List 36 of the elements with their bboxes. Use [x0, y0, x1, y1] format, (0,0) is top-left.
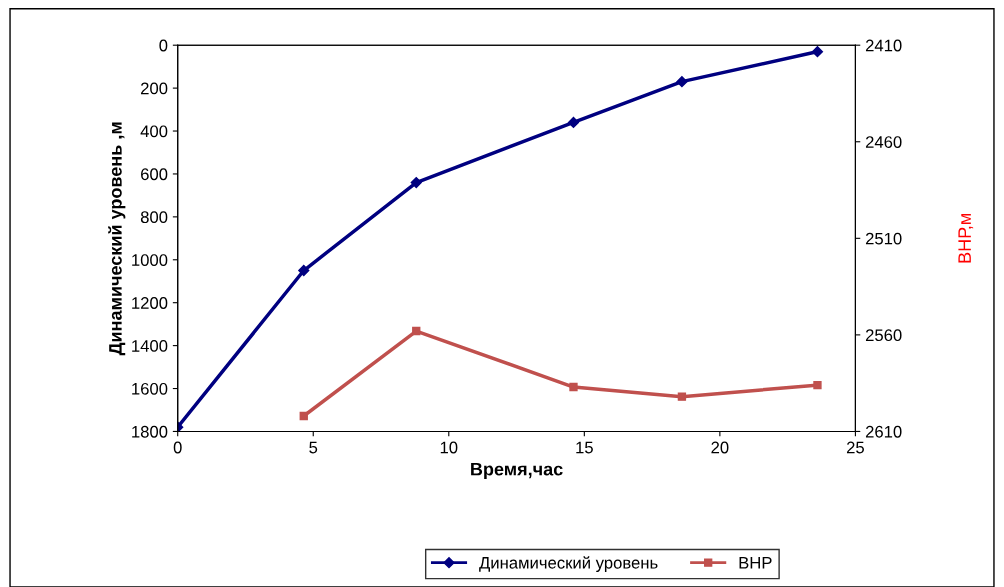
point — [813, 380, 822, 390]
y2-tick-label: 2610 — [865, 425, 902, 438]
x-tick-label: 15 — [576, 441, 593, 454]
x-axis-title: Время,час — [471, 462, 563, 480]
point — [412, 326, 421, 336]
y-tick-label: 1800 — [132, 425, 168, 438]
point — [569, 382, 578, 392]
point — [298, 264, 310, 277]
x-tick-label: 10 — [440, 441, 458, 454]
y2-tick-label: 2510 — [865, 232, 902, 245]
x-tick-label: 25 — [846, 441, 864, 454]
y-tick-label: 1200 — [132, 297, 168, 309]
x-tick-label: 0 — [173, 441, 182, 454]
y2-tick-label: 2410 — [865, 39, 902, 52]
x-tick-label: 5 — [309, 441, 318, 454]
x-tick-label: 20 — [711, 441, 729, 454]
y-tick-label: 1400 — [132, 340, 168, 352]
point — [299, 411, 308, 421]
y-axis-title: Динамический уровень ,м — [108, 122, 126, 356]
y2-axis-title: ВНР,м — [958, 213, 974, 263]
point — [410, 176, 422, 189]
legend-label: Динамический уровень — [479, 556, 658, 572]
legend-label: ВНР — [739, 557, 772, 569]
y-tick-label: 600 — [141, 168, 168, 181]
y-tick-label: 1600 — [132, 382, 168, 395]
y-tick-label: 800 — [140, 211, 168, 224]
y-tick-label: 400 — [140, 125, 168, 138]
y-tick-label: 200 — [141, 82, 168, 95]
y2-tick-label: 2460 — [865, 136, 902, 148]
y-tick-label: 1000 — [132, 254, 168, 266]
point — [567, 116, 580, 129]
point — [677, 392, 687, 401]
point — [676, 76, 688, 88]
point — [811, 46, 824, 58]
y2-tick-label: 2560 — [865, 329, 902, 342]
y-tick-label: 0 — [159, 39, 168, 52]
